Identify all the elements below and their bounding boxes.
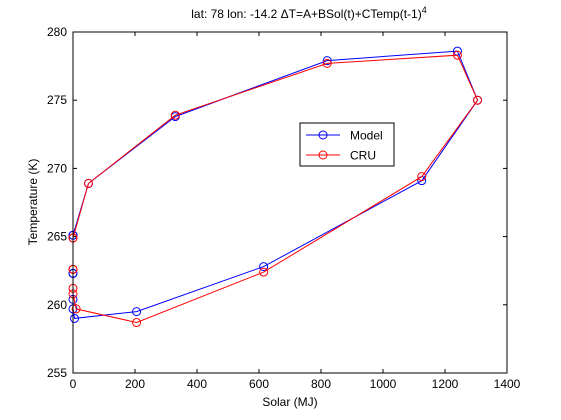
- data-point-model: [70, 313, 80, 323]
- x-tick-label: 400: [187, 377, 207, 391]
- legend-label-cru: CRU: [350, 149, 376, 163]
- legend-label-model: Model: [350, 129, 383, 143]
- y-tick-label: 265: [47, 230, 67, 244]
- data-point-cru: [259, 267, 269, 277]
- data-point-cru: [71, 304, 81, 314]
- data-point-model: [322, 56, 332, 66]
- chart-title: lat: 78 lon: -14.2 ΔT=A+BSol(t)+CTemp(t-…: [191, 5, 426, 21]
- legend-marker-cru: [318, 150, 328, 160]
- chart-title-superscript: 4: [422, 5, 427, 15]
- data-point-cru: [452, 50, 462, 60]
- data-point-model: [259, 262, 269, 272]
- x-tick-label: 800: [311, 377, 331, 391]
- chart-title-main: lat: 78 lon: -14.2 ΔT=A+BSol(t)+CTemp(t-…: [191, 7, 421, 21]
- data-point-cru: [170, 110, 180, 120]
- y-tick-label: 280: [47, 25, 67, 39]
- plot-frame: [72, 31, 508, 374]
- x-tick-label: 200: [125, 377, 145, 391]
- y-tick-label: 270: [47, 161, 67, 175]
- x-tick-label: 1400: [494, 377, 521, 391]
- data-point-model: [132, 307, 142, 317]
- data-point-cru: [84, 178, 93, 188]
- plot-area: [73, 32, 507, 373]
- y-axis-label: Temperature (K): [26, 159, 40, 246]
- x-tick-label: 0: [70, 377, 77, 391]
- legend-box: [299, 122, 395, 167]
- series-line-cru: [72, 54, 479, 324]
- legend: Model CRU: [299, 122, 395, 167]
- y-tick-label: 260: [47, 298, 67, 312]
- y-tick-label: 255: [47, 366, 67, 380]
- x-tick-label: 1200: [432, 377, 459, 391]
- legend-marker-model: [318, 130, 328, 140]
- data-point-cru: [322, 58, 332, 68]
- x-tick-label: 1000: [370, 377, 397, 391]
- ticks-layer: 0 200 400 600 800 1000 1200 1400 255 260 265 270 275…: [47, 25, 521, 391]
- x-axis-label: Solar (MJ): [262, 395, 317, 409]
- data-point-cru: [417, 172, 427, 182]
- y-tick-label: 275: [47, 93, 67, 107]
- x-tick-label: 600: [249, 377, 269, 391]
- data-point-cru: [132, 318, 142, 328]
- data-point-cru: [473, 95, 483, 105]
